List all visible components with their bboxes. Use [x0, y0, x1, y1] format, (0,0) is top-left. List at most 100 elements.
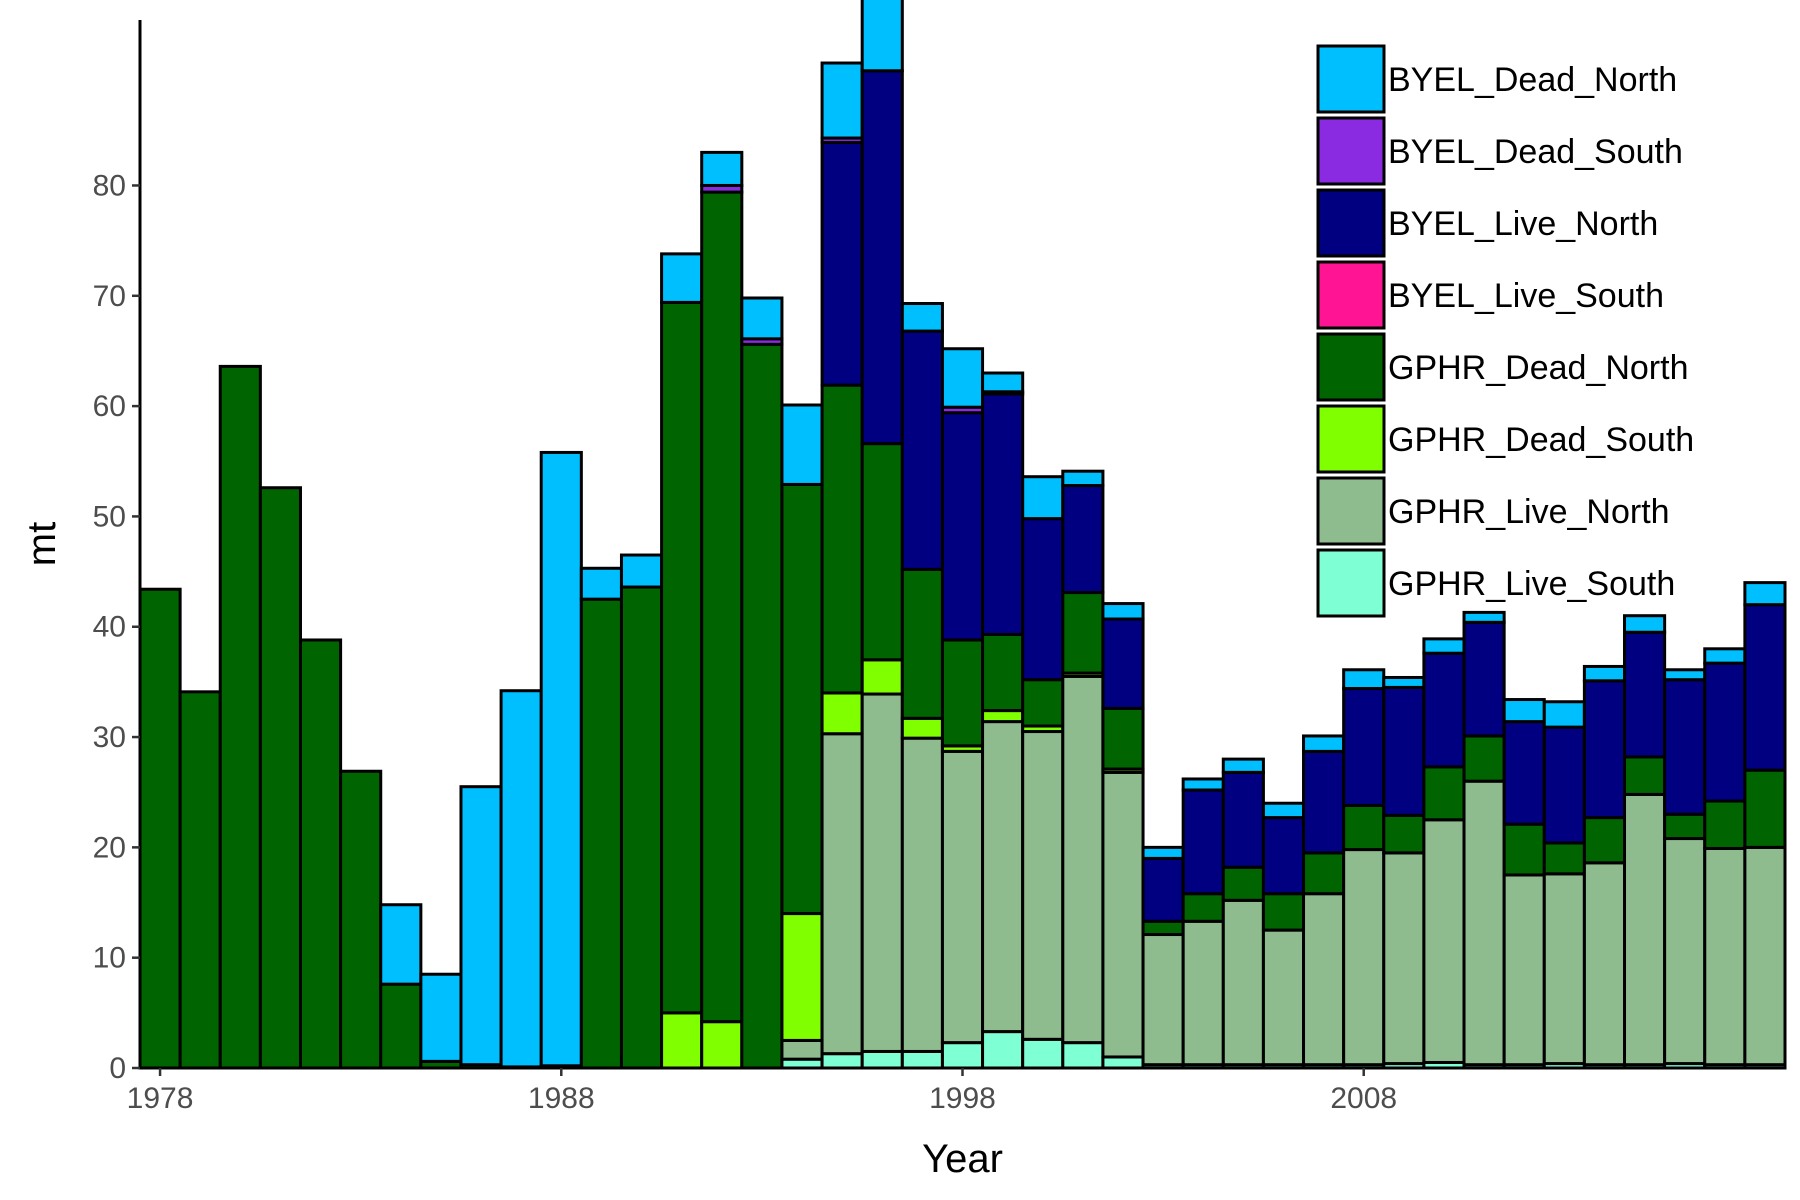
legend-label-BYEL_Dead_North: BYEL_Dead_North	[1388, 61, 1677, 99]
bar-BYEL_Dead_North-2014	[1582, 664, 1627, 683]
bar-GPHR_Live_South-2002	[1101, 1055, 1145, 1070]
bar-GPHR_Dead_North-1984	[379, 982, 423, 1070]
bar-BYEL_Live_North-2015	[1623, 630, 1667, 759]
bar-BYEL_Live_North-2018	[1743, 603, 1787, 772]
bar-GPHR_Dead_South-1995	[820, 691, 864, 736]
bar-GPHR_Dead_North-2008	[1342, 803, 1386, 852]
bar-GPHR_Live_North-1999	[981, 720, 1025, 1034]
bar-GPHR_Live_North-2015	[1623, 792, 1667, 1067]
y-tick-label: 40	[93, 611, 126, 644]
bar-GPHR_Dead_North-2017	[1703, 799, 1747, 850]
bar-BYEL_Dead_North-1990	[619, 553, 664, 589]
bar-GPHR_Dead_North-2013	[1542, 841, 1586, 876]
bar-GPHR_Dead_North-2016	[1663, 812, 1707, 841]
bar-GPHR_Dead_North-1993	[740, 342, 784, 1070]
bar-GPHR_Live_North-2011	[1462, 779, 1506, 1067]
bar-BYEL_Dead_North-2002	[1101, 602, 1145, 621]
legend-label-GPHR_Live_South: GPHR_Live_South	[1388, 565, 1675, 603]
bar-GPHR_Live_South-1996	[860, 1049, 904, 1070]
bar-BYEL_Dead_North-2005	[1221, 757, 1265, 774]
legend-key-GPHR_Live_South	[1316, 548, 1386, 618]
bar-GPHR_Live_South-1995	[820, 1052, 864, 1070]
bar-GPHR_Live_North-1996	[860, 692, 904, 1053]
bar-GPHR_Dead_South-1992	[700, 1020, 744, 1070]
bar-BYEL_Live_North-2001	[1061, 484, 1105, 595]
bar-BYEL_Live_North-2012	[1502, 720, 1546, 826]
y-tick-label: 70	[93, 280, 126, 313]
legend-label-BYEL_Live_South: BYEL_Live_South	[1388, 277, 1664, 315]
bar-GPHR_Live_North-1998	[940, 749, 985, 1045]
legend-key-GPHR_Dead_South	[1316, 404, 1386, 474]
bar-GPHR_Dead_North-1996	[860, 442, 904, 662]
bar-BYEL_Dead_North-2004	[1181, 777, 1225, 792]
bar-GPHR_Dead_North-1990	[619, 585, 664, 1070]
bar-BYEL_Dead_North-2015	[1623, 614, 1667, 634]
bar-BYEL_Dead_North-2007	[1302, 734, 1346, 753]
bar-BYEL_Dead_North-1993	[740, 296, 784, 341]
axes-layer: 0 10 20 30 40 50 60 70 80 1978 1988 1998 2008	[93, 20, 1785, 1115]
bar-GPHR_Dead_North-2014	[1582, 816, 1627, 865]
bar-GPHR_Live_North-2010	[1422, 818, 1466, 1064]
bar-BYEL_Dead_North-2016	[1663, 668, 1707, 682]
bar-BYEL_Live_North-2006	[1261, 816, 1306, 896]
bar-BYEL_Dead_North-1995	[820, 61, 864, 140]
bar-GPHR_Live_South-1997	[900, 1049, 944, 1070]
bar-BYEL_Dead_North-2006	[1261, 801, 1306, 820]
y-tick-label: 0	[109, 1052, 126, 1085]
bar-BYEL_Dead_North-1988	[539, 450, 583, 1068]
bar-GPHR_Live_North-1997	[900, 736, 944, 1053]
bar-BYEL_Dead_North-2008	[1342, 668, 1386, 691]
bar-GPHR_Dead_North-1995	[820, 383, 864, 695]
bar-GPHR_Dead_North-2018	[1743, 768, 1787, 849]
bar-GPHR_Dead_North-1999	[981, 632, 1025, 713]
bar-BYEL_Live_North-2010	[1422, 651, 1466, 769]
bar-GPHR_Dead_North-2002	[1101, 706, 1145, 771]
bar-BYEL_Live_North-2017	[1703, 661, 1747, 803]
bar-GPHR_Live_North-2007	[1302, 892, 1346, 1067]
bar-GPHR_Live_North-2000	[1021, 730, 1065, 1041]
bar-BYEL_Live_North-2000	[1021, 517, 1065, 682]
bar-GPHR_Live_North-2002	[1101, 770, 1145, 1059]
bar-GPHR_Live_North-2003	[1141, 933, 1185, 1067]
bar-BYEL_Dead_North-1994	[780, 403, 824, 486]
bar-BYEL_Dead_North-2010	[1422, 637, 1466, 655]
bar-GPHR_Live_North-1994	[780, 1038, 824, 1061]
bar-BYEL_Live_North-1996	[860, 69, 904, 446]
bar-GPHR_Dead_South-1997	[900, 716, 944, 740]
bar-GPHR_Dead_South-1999	[981, 709, 1025, 724]
bar-GPHR_Dead_South-1994	[780, 912, 824, 1042]
x-tick-label: 1988	[528, 1082, 595, 1115]
legend-key-BYEL_Live_North	[1316, 188, 1386, 258]
bar-BYEL_Dead_North-1992	[700, 150, 744, 187]
bar-GPHR_Dead_North-2006	[1261, 892, 1306, 932]
bar-BYEL_Dead_North-2009	[1382, 675, 1426, 689]
bar-BYEL_Dead_North-2013	[1542, 700, 1586, 729]
bar-BYEL_Live_North-1999	[981, 392, 1025, 636]
bar-GPHR_Dead_North-2004	[1181, 892, 1225, 923]
bar-GPHR_Live_North-2009	[1382, 851, 1426, 1066]
legend-label-BYEL_Dead_South: BYEL_Dead_South	[1388, 133, 1683, 171]
legend-key-BYEL_Live_South	[1316, 260, 1386, 330]
bar-BYEL_Dead_North-1998	[940, 347, 985, 409]
bar-GPHR_Dead_North-2007	[1302, 851, 1346, 896]
legend-label-BYEL_Live_North: BYEL_Live_North	[1388, 205, 1658, 243]
legend-key-GPHR_Dead_North	[1316, 332, 1386, 402]
bar-BYEL_Dead_North-1989	[579, 566, 623, 601]
bar-BYEL_Dead_North-2017	[1703, 647, 1747, 665]
bar-GPHR_Dead_South-1991	[660, 1011, 704, 1070]
y-tick-label: 60	[93, 390, 126, 423]
bar-GPHR_Dead_North-1989	[579, 597, 623, 1070]
y-tick-label: 30	[93, 721, 126, 754]
bar-GPHR_Dead_North-1992	[700, 190, 744, 1024]
bar-BYEL_Dead_North-2012	[1502, 698, 1546, 724]
bar-BYEL_Live_North-1997	[900, 329, 944, 571]
bar-BYEL_Dead_North-2001	[1061, 469, 1105, 488]
bar-BYEL_Dead_North-1984	[379, 903, 423, 986]
bar-GPHR_Live_South-2001	[1061, 1041, 1105, 1070]
bar-GPHR_Dead_North-1978	[138, 587, 182, 1070]
bar-BYEL_Live_North-1995	[820, 140, 864, 387]
bar-BYEL_Live_North-2014	[1582, 679, 1627, 820]
bar-BYEL_Dead_North-2003	[1141, 845, 1185, 860]
bar-GPHR_Dead_North-2010	[1422, 765, 1466, 822]
